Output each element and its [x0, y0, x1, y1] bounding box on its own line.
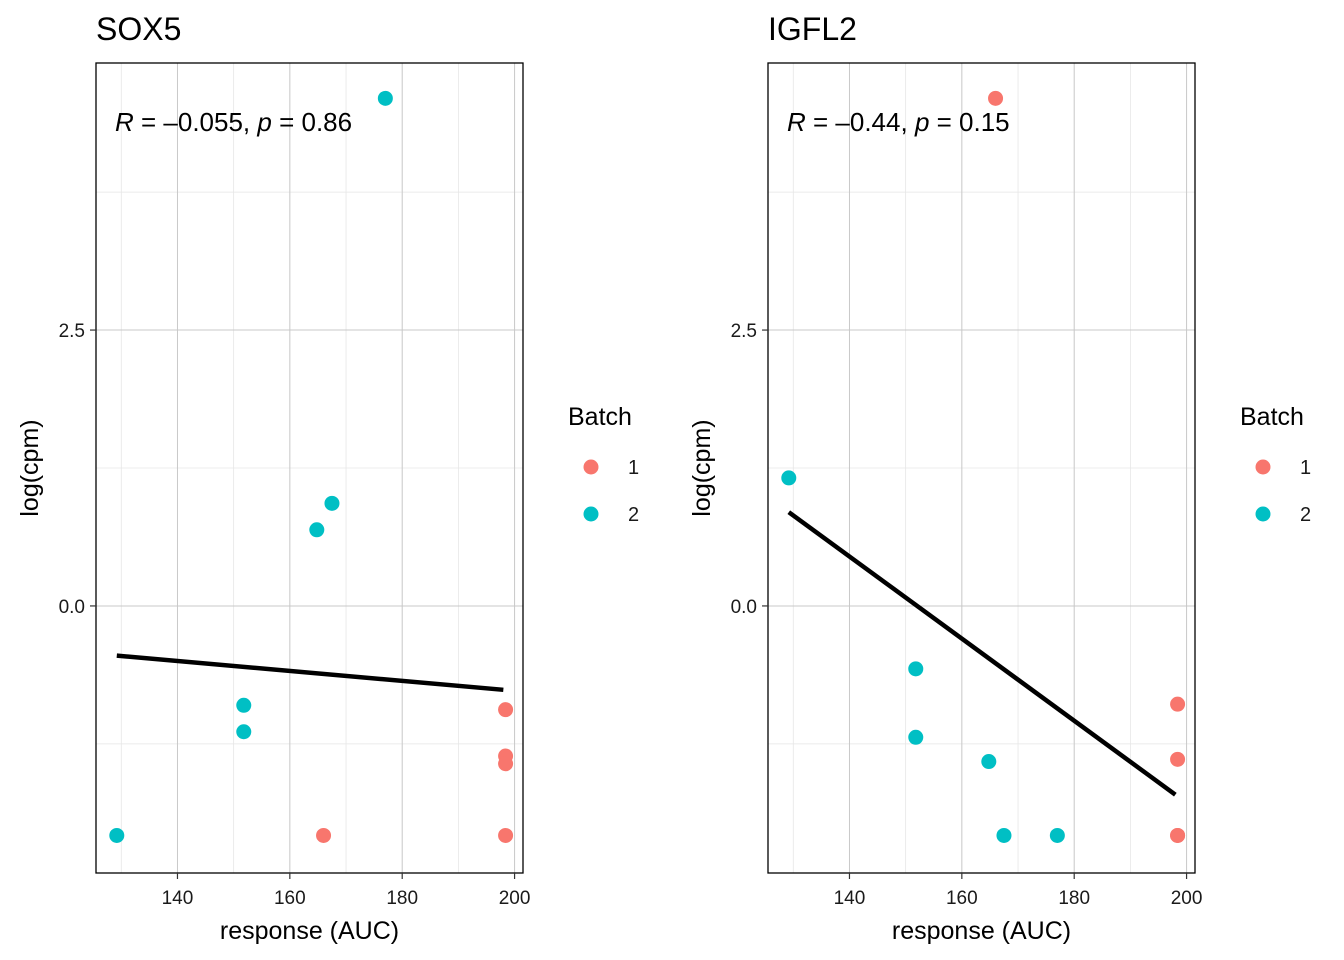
legend-key-batch-2	[1255, 506, 1271, 522]
legend: Batch 1 2	[1240, 403, 1311, 526]
data-point-batch-2	[324, 495, 340, 511]
legend-label: 2	[1300, 504, 1311, 526]
x-tick-label: 160	[274, 888, 306, 909]
data-point-batch-2	[908, 661, 924, 677]
data-point-batch-1	[1170, 827, 1186, 843]
x-tick-label: 200	[499, 888, 531, 909]
chart-title: IGFL2	[768, 11, 857, 47]
chart-panel-2: IGFL2 140 160 180 200 0.0 2.5 response (AUC) log…	[688, 11, 1311, 945]
y-tick-label: 2.5	[59, 321, 85, 342]
legend-title: Batch	[1240, 403, 1304, 431]
legend-label: 2	[628, 504, 639, 526]
data-point-batch-2	[309, 522, 325, 538]
x-tick-label: 200	[1171, 888, 1203, 909]
y-axis-title: log(cpm)	[16, 419, 44, 516]
legend-label: 1	[628, 457, 639, 479]
chart-title: SOX5	[96, 11, 181, 47]
x-tick-label: 140	[834, 888, 866, 909]
p-value: = 0.15	[929, 107, 1009, 137]
data-point-batch-1	[498, 702, 514, 718]
data-point-batch-2	[908, 729, 924, 745]
data-point-batch-2	[236, 697, 252, 713]
data-point-batch-2	[781, 470, 797, 486]
data-point-batch-1	[316, 827, 332, 843]
legend-title: Batch	[568, 403, 632, 431]
r-symbol: R	[787, 107, 806, 137]
legend-key-batch-1	[583, 459, 599, 475]
legend: Batch 1 2	[568, 403, 639, 526]
x-tick-label: 140	[162, 888, 194, 909]
plot-panel-border	[767, 62, 1196, 874]
plot-panel-border	[95, 62, 524, 874]
data-point-batch-1	[988, 90, 1004, 106]
p-symbol: p	[914, 107, 929, 137]
p-value: = 0.86	[272, 107, 352, 137]
y-axis-title: log(cpm)	[688, 419, 716, 516]
regression-line	[787, 510, 1177, 797]
data-point-batch-2	[1049, 827, 1065, 843]
correlation-annotation: R = –0.055, p = 0.86	[115, 107, 352, 137]
x-tick-label: 180	[1058, 888, 1090, 909]
data-point-batch-2	[236, 724, 252, 740]
x-axis-title: response (AUC)	[892, 917, 1071, 945]
data-point-batch-1	[1170, 751, 1186, 767]
chart-panel-1: SOX5 140 160 180 200 0.0 2.5 response (AUC) log(…	[16, 11, 639, 945]
y-tick-label: 0.0	[731, 597, 757, 618]
legend-label: 1	[1300, 457, 1311, 479]
data-point-batch-1	[498, 756, 514, 772]
x-tick-label: 160	[946, 888, 978, 909]
legend-key-batch-1	[1255, 459, 1271, 475]
r-value: = –0.44,	[806, 107, 915, 137]
regression-line	[116, 653, 504, 693]
r-value: = –0.055,	[134, 107, 258, 137]
x-tick-label: 180	[386, 888, 418, 909]
legend-key-batch-2	[583, 506, 599, 522]
correlation-annotation: R = –0.44, p = 0.15	[787, 107, 1010, 137]
data-point-batch-1	[498, 827, 514, 843]
data-point-batch-2	[981, 754, 997, 770]
data-point-batch-1	[1170, 696, 1186, 712]
data-point-batch-2	[109, 827, 125, 843]
data-point-batch-2	[996, 827, 1012, 843]
data-point-batch-2	[377, 90, 393, 106]
y-tick-label: 0.0	[59, 597, 85, 618]
p-symbol: p	[256, 107, 271, 137]
x-axis-title: response (AUC)	[220, 917, 399, 945]
r-symbol: R	[115, 107, 134, 137]
y-tick-label: 2.5	[731, 321, 757, 342]
